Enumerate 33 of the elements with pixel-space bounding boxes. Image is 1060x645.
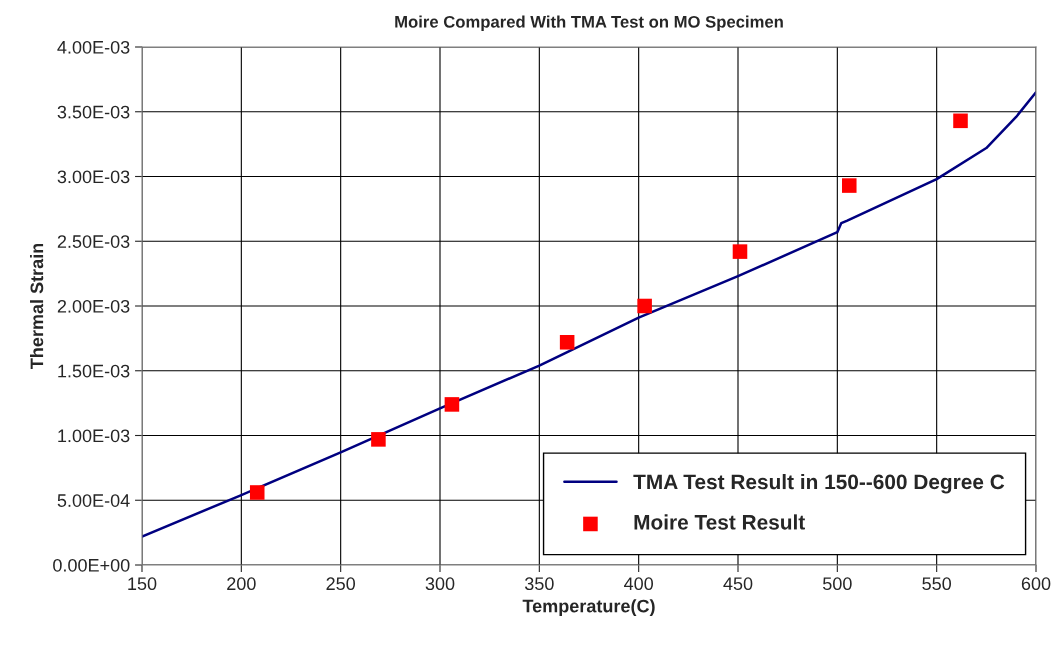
chart-title: Moire Compared With TMA Test on MO Specimen <box>395 15 783 32</box>
x-tick-label: 150 <box>128 577 157 591</box>
x-tick-label: 400 <box>624 577 654 591</box>
x-tick-label: 550 <box>922 577 952 591</box>
point <box>637 298 652 314</box>
legend-label: Moire Test Result <box>634 514 805 530</box>
legend-label: TMA Test Result in 150--600 Degree C <box>633 473 1005 494</box>
point <box>371 432 386 447</box>
y-tick-label: 4.00E-03 <box>57 40 130 54</box>
point <box>559 334 575 350</box>
x-tick-label: 350 <box>524 577 554 591</box>
y-tick-label: 5.00E-04 <box>57 494 130 507</box>
x-tick-label: 250 <box>326 577 356 591</box>
y-axis-title: Thermal Strain <box>30 243 44 370</box>
y-tick-label: 2.50E-03 <box>57 235 130 248</box>
point <box>732 244 748 259</box>
y-tick-label: 1.00E-03 <box>58 429 130 443</box>
x-tick-label: 200 <box>227 577 256 591</box>
x-tick-label: 300 <box>425 577 455 591</box>
point <box>444 397 460 412</box>
y-tick-label: 3.00E-03 <box>57 170 130 184</box>
y-tick-label: 1.50E-03 <box>58 364 130 378</box>
line-series <box>142 91 1036 538</box>
point <box>953 113 968 129</box>
y-tick-label: 3.50E-03 <box>57 105 130 119</box>
point <box>841 178 857 193</box>
y-tick-label: 2.00E-03 <box>57 299 130 313</box>
x-tick-label: 600 <box>1021 577 1051 591</box>
x-tick-label: 500 <box>822 577 852 591</box>
x-tick-label: 450 <box>723 577 753 591</box>
y-tick-label: 0.00E+00 <box>53 558 130 572</box>
x-axis-title: Temperature(C) <box>522 599 655 617</box>
point <box>249 485 265 500</box>
